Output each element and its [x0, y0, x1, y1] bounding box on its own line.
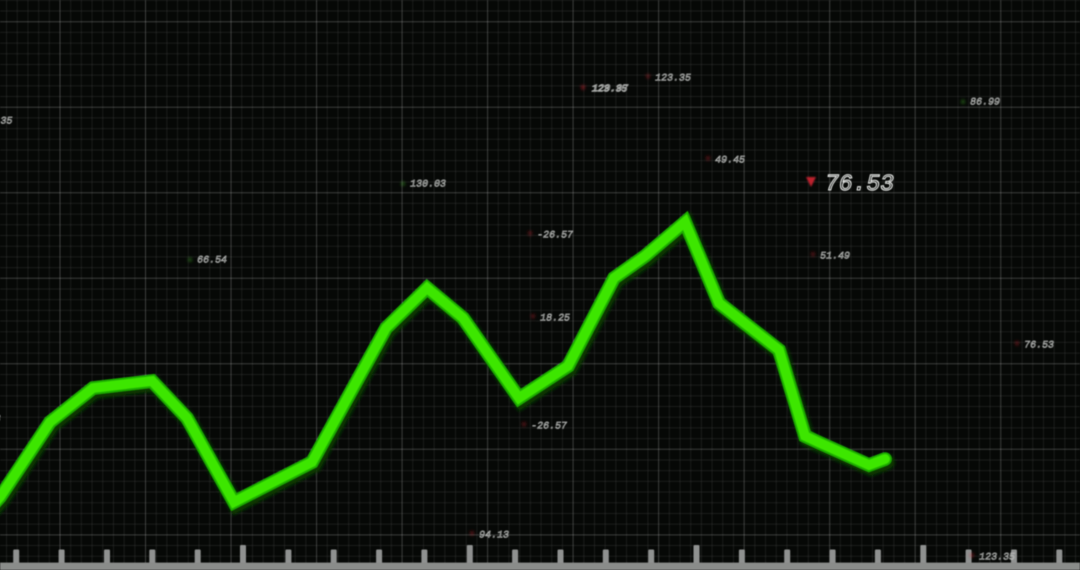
svg-text:123.35: 123.35 [978, 553, 1016, 564]
svg-text:130.03: 130.03 [409, 180, 447, 191]
svg-text:51.49: 51.49 [819, 252, 851, 263]
svg-text:94.13: 94.13 [478, 531, 510, 542]
svg-text:76.53: 76.53 [823, 171, 896, 197]
svg-text:138.35: 138.35 [0, 117, 13, 128]
svg-text:93.58: 93.58 [0, 415, 1, 426]
svg-text:49.45: 49.45 [714, 156, 746, 167]
svg-text:123.35: 123.35 [654, 74, 692, 85]
svg-text:-26.57: -26.57 [536, 231, 574, 242]
svg-text:76.53: 76.53 [1023, 341, 1055, 352]
svg-text:86.99: 86.99 [969, 98, 1001, 109]
svg-text:18.25: 18.25 [539, 314, 571, 325]
svg-text:120.07: 120.07 [591, 84, 629, 95]
svg-text:-26.57: -26.57 [530, 422, 568, 433]
svg-text:66.54: 66.54 [196, 256, 228, 267]
